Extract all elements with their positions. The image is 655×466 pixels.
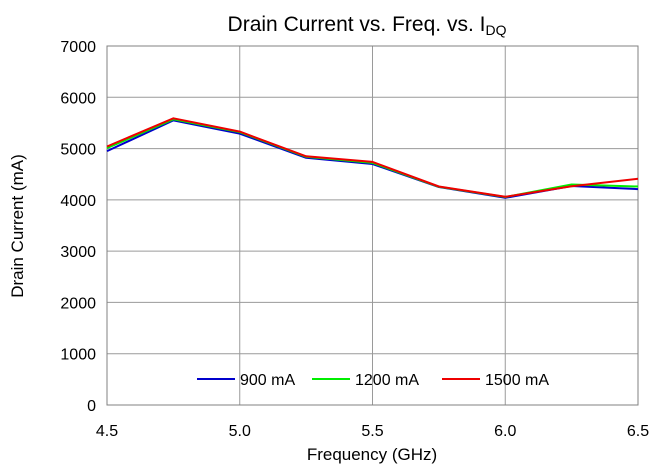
x-tick-label: 6.0 (494, 423, 516, 440)
x-axis-title: Frequency (GHz) (307, 445, 437, 464)
legend-label: 1200 mA (355, 372, 419, 389)
plot-area (106, 45, 639, 406)
legend: 900 mA 1200 mA 1500 mA (197, 372, 549, 389)
y-axis-title: Drain Current (mA) (8, 154, 27, 298)
y-tick-label: 1000 (60, 347, 96, 364)
y-tick-labels: 0 1000 2000 3000 4000 5000 6000 7000 (60, 39, 96, 415)
chart-title-main: Drain Current vs. Freq. vs. I (228, 13, 486, 36)
y-tick-label: 6000 (60, 90, 96, 107)
x-tick-label: 5.5 (361, 423, 383, 440)
y-tick-label: 3000 (60, 244, 96, 261)
gridlines (107, 46, 638, 405)
y-tick-label: 5000 (60, 142, 96, 159)
legend-label: 900 mA (240, 372, 295, 389)
y-tick-label: 0 (87, 398, 96, 415)
y-tick-label: 4000 (60, 193, 96, 210)
x-tick-label: 5.0 (229, 423, 251, 440)
x-tick-labels: 4.5 5.0 5.5 6.0 6.5 (96, 423, 649, 440)
chart-title-subscript: DQ (485, 22, 506, 38)
series-lines (106, 117, 639, 199)
legend-label: 1500 mA (485, 372, 549, 389)
chart-title: Drain Current vs. Freq. vs. IDQ (228, 13, 507, 38)
x-tick-label: 6.5 (627, 423, 649, 440)
y-tick-label: 7000 (60, 39, 96, 56)
series-line-3 (106, 117, 639, 198)
x-tick-label: 4.5 (96, 423, 118, 440)
y-tick-label: 2000 (60, 295, 96, 312)
